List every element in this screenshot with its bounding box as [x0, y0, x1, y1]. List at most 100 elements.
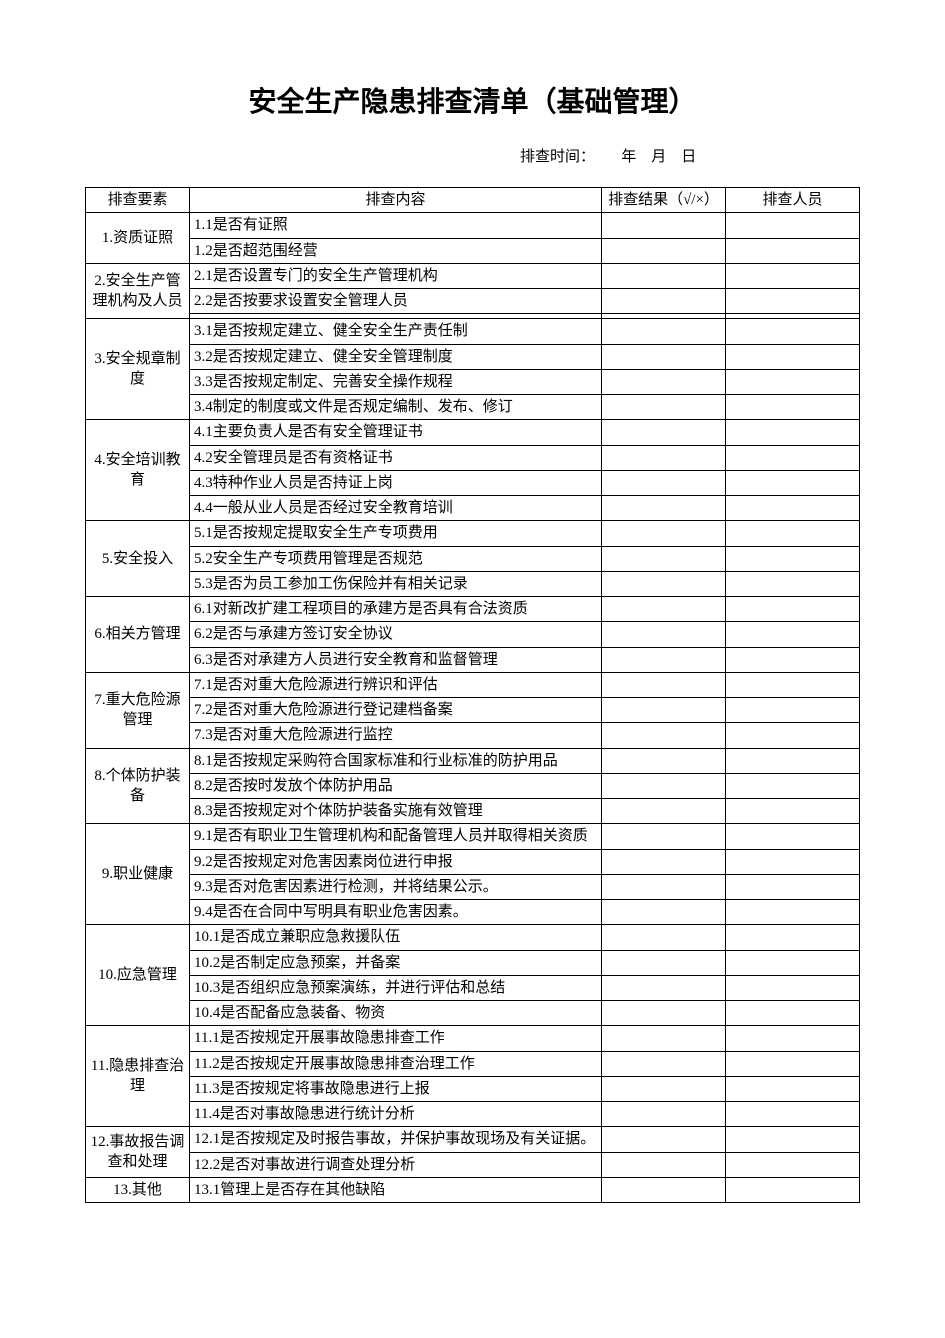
result-cell[interactable]	[602, 1076, 726, 1101]
person-cell[interactable]	[726, 672, 860, 697]
content-cell: 3.2是否按规定建立、健全安全管理制度	[190, 344, 602, 369]
content-cell: 2.1是否设置专门的安全生产管理机构	[190, 263, 602, 288]
result-cell[interactable]	[602, 748, 726, 773]
result-cell[interactable]	[602, 824, 726, 849]
person-cell[interactable]	[726, 622, 860, 647]
table-row: 3.3是否按规定制定、完善安全操作规程	[86, 369, 860, 394]
result-cell[interactable]	[602, 849, 726, 874]
person-cell[interactable]	[726, 1001, 860, 1026]
content-cell: 9.1是否有职业卫生管理机构和配备管理人员并取得相关资质	[190, 824, 602, 849]
table-row: 10.2是否制定应急预案，并备案	[86, 950, 860, 975]
table-row: 3.4制定的制度或文件是否规定编制、发布、修订	[86, 395, 860, 420]
result-cell[interactable]	[602, 925, 726, 950]
result-cell[interactable]	[602, 238, 726, 263]
result-cell[interactable]	[602, 799, 726, 824]
content-cell: 12.1是否按规定及时报告事故，并保护事故现场及有关证据。	[190, 1127, 602, 1152]
result-cell[interactable]	[602, 445, 726, 470]
result-cell[interactable]	[602, 773, 726, 798]
person-cell[interactable]	[726, 289, 860, 314]
person-cell[interactable]	[726, 647, 860, 672]
person-cell[interactable]	[726, 470, 860, 495]
person-cell[interactable]	[726, 1177, 860, 1202]
table-row: 4.4一般从业人员是否经过安全教育培训	[86, 496, 860, 521]
content-cell: 10.1是否成立兼职应急救援队伍	[190, 925, 602, 950]
result-cell[interactable]	[602, 263, 726, 288]
date-month-label: 月	[651, 149, 666, 165]
person-cell[interactable]	[726, 773, 860, 798]
result-cell[interactable]	[602, 1127, 726, 1152]
result-cell[interactable]	[602, 975, 726, 1000]
person-cell[interactable]	[726, 1051, 860, 1076]
person-cell[interactable]	[726, 319, 860, 344]
person-cell[interactable]	[726, 213, 860, 238]
result-cell[interactable]	[602, 369, 726, 394]
result-cell[interactable]	[602, 647, 726, 672]
person-cell[interactable]	[726, 900, 860, 925]
person-cell[interactable]	[726, 420, 860, 445]
person-cell[interactable]	[726, 546, 860, 571]
table-row: 3.2是否按规定建立、健全安全管理制度	[86, 344, 860, 369]
table-row: 1.2是否超范围经营	[86, 238, 860, 263]
person-cell[interactable]	[726, 369, 860, 394]
result-cell[interactable]	[602, 470, 726, 495]
result-cell[interactable]	[602, 622, 726, 647]
person-cell[interactable]	[726, 521, 860, 546]
content-cell: 11.1是否按规定开展事故隐患排查工作	[190, 1026, 602, 1051]
person-cell[interactable]	[726, 950, 860, 975]
person-cell[interactable]	[726, 1076, 860, 1101]
result-cell[interactable]	[602, 344, 726, 369]
result-cell[interactable]	[602, 1001, 726, 1026]
table-row: 11.4是否对事故隐患进行统计分析	[86, 1102, 860, 1127]
person-cell[interactable]	[726, 799, 860, 824]
result-cell[interactable]	[602, 1026, 726, 1051]
result-cell[interactable]	[602, 289, 726, 314]
category-cell: 4.安全培训教育	[86, 420, 190, 521]
person-cell[interactable]	[726, 824, 860, 849]
person-cell[interactable]	[726, 395, 860, 420]
page-title: 安全生产隐患排查清单（基础管理）	[85, 80, 860, 120]
result-cell[interactable]	[602, 1152, 726, 1177]
person-cell[interactable]	[726, 874, 860, 899]
table-row: 9.2是否按规定对危害因素岗位进行申报	[86, 849, 860, 874]
person-cell[interactable]	[726, 1127, 860, 1152]
result-cell[interactable]	[602, 395, 726, 420]
person-cell[interactable]	[726, 698, 860, 723]
person-cell[interactable]	[726, 1152, 860, 1177]
result-cell[interactable]	[602, 571, 726, 596]
result-cell[interactable]	[602, 420, 726, 445]
person-cell[interactable]	[726, 445, 860, 470]
result-cell[interactable]	[602, 950, 726, 975]
person-cell[interactable]	[726, 1026, 860, 1051]
result-cell[interactable]	[602, 1051, 726, 1076]
result-cell[interactable]	[602, 698, 726, 723]
result-cell[interactable]	[602, 213, 726, 238]
person-cell[interactable]	[726, 723, 860, 748]
person-cell[interactable]	[726, 975, 860, 1000]
result-cell[interactable]	[602, 1102, 726, 1127]
result-cell[interactable]	[602, 521, 726, 546]
result-cell[interactable]	[602, 546, 726, 571]
result-cell[interactable]	[602, 1177, 726, 1202]
content-cell: 3.4制定的制度或文件是否规定编制、发布、修订	[190, 395, 602, 420]
content-cell: 2.2是否按要求设置安全管理人员	[190, 289, 602, 314]
person-cell[interactable]	[726, 748, 860, 773]
result-cell[interactable]	[602, 319, 726, 344]
person-cell[interactable]	[726, 238, 860, 263]
result-cell[interactable]	[602, 900, 726, 925]
person-cell[interactable]	[726, 571, 860, 596]
person-cell[interactable]	[726, 344, 860, 369]
category-cell: 5.安全投入	[86, 521, 190, 597]
content-cell: 3.3是否按规定制定、完善安全操作规程	[190, 369, 602, 394]
person-cell[interactable]	[726, 849, 860, 874]
content-cell: 6.1对新改扩建工程项目的承建方是否具有合法资质	[190, 597, 602, 622]
result-cell[interactable]	[602, 723, 726, 748]
person-cell[interactable]	[726, 496, 860, 521]
result-cell[interactable]	[602, 597, 726, 622]
result-cell[interactable]	[602, 496, 726, 521]
result-cell[interactable]	[602, 672, 726, 697]
result-cell[interactable]	[602, 874, 726, 899]
person-cell[interactable]	[726, 1102, 860, 1127]
person-cell[interactable]	[726, 925, 860, 950]
person-cell[interactable]	[726, 597, 860, 622]
person-cell[interactable]	[726, 263, 860, 288]
